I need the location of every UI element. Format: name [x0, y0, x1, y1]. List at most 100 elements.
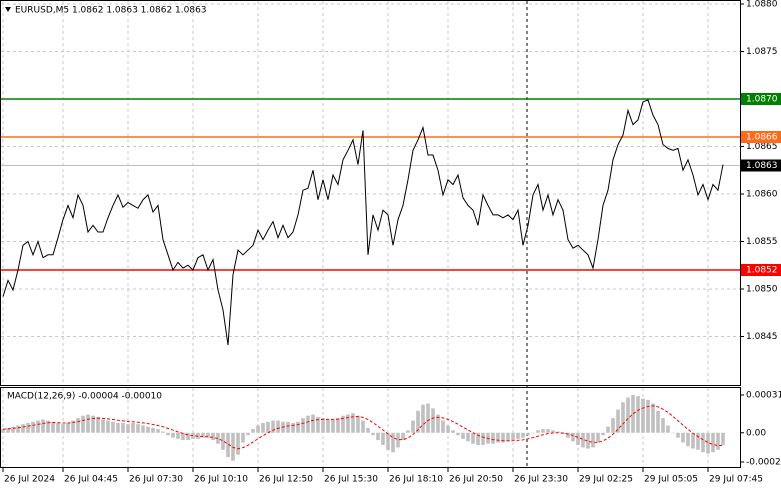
histogram-bar: [721, 432, 725, 445]
histogram-bar: [676, 432, 680, 438]
histogram-bar: [586, 432, 590, 449]
histogram-bar: [706, 432, 710, 454]
histogram-bar: [176, 432, 180, 439]
histogram-bar: [476, 432, 480, 445]
histogram-bar: [346, 414, 350, 433]
histogram-bar: [106, 420, 110, 433]
histogram-bar: [446, 425, 450, 433]
y-tick-label: 0.00: [746, 428, 766, 438]
histogram-bar: [681, 432, 685, 443]
histogram-bar: [246, 432, 250, 436]
histogram-bar: [716, 432, 720, 450]
histogram-bar: [166, 432, 170, 436]
histogram-bar: [181, 432, 185, 441]
histogram-bar: [126, 424, 130, 433]
histogram-bar: [566, 432, 570, 438]
histogram-bar: [96, 416, 100, 433]
histogram-bar: [271, 420, 275, 433]
histogram-bar: [336, 418, 340, 433]
histogram-bar: [116, 423, 120, 433]
histogram-bar: [411, 420, 415, 433]
x-tick-label: 26 Jul 10:10: [194, 475, 248, 485]
histogram-bar: [56, 423, 60, 433]
histogram-bar: [396, 432, 400, 448]
menu-arrow[interactable]: [5, 7, 11, 12]
histogram-bar: [601, 432, 605, 436]
histogram-bar: [1, 429, 5, 433]
histogram-bar: [626, 397, 630, 433]
y-tick-label: 1.0880: [746, 0, 778, 10]
price-level-box: [741, 264, 781, 276]
histogram-bar: [636, 396, 640, 433]
y-tick-label: 1.0855: [746, 237, 778, 247]
histogram-bar: [41, 419, 45, 433]
x-tick-label: 26 Jul 07:30: [129, 475, 183, 485]
histogram-bar: [521, 432, 525, 438]
histogram-bar: [431, 408, 435, 433]
x-tick-label: 26 Jul 2024: [4, 475, 55, 485]
histogram-bar: [581, 432, 585, 448]
x-tick-label: 29 Jul 02:25: [579, 475, 633, 485]
x-tick-label: 26 Jul 20:50: [449, 475, 503, 485]
histogram-bar: [421, 404, 425, 433]
histogram-bar: [321, 418, 325, 433]
histogram-bar: [171, 432, 175, 438]
histogram-bar: [501, 432, 505, 443]
chart-title: EURUSD,M5 1.0862 1.0863 1.0862 1.0863: [15, 6, 207, 16]
histogram-bar: [616, 409, 620, 433]
histogram-bar: [436, 414, 440, 433]
histogram-bar: [341, 415, 345, 433]
grid-layer: [1, 1, 740, 467]
histogram-bar: [511, 432, 515, 441]
histogram-bar: [111, 421, 115, 433]
histogram-bar: [71, 420, 75, 433]
histogram-bar: [531, 432, 535, 434]
histogram-bar: [516, 432, 520, 439]
price-level-box: [741, 159, 781, 172]
histogram-bar: [306, 415, 310, 433]
y-tick-label: 1.0865: [746, 142, 778, 152]
histogram-bar: [426, 403, 430, 433]
y-tick-label: 1.0850: [746, 285, 778, 295]
histogram-bar: [331, 419, 335, 433]
histogram-bar: [261, 423, 265, 433]
histogram-bar: [201, 432, 205, 438]
histogram-bar: [526, 432, 530, 436]
histogram-bar: [536, 430, 540, 433]
histogram-bar: [221, 432, 225, 450]
indicator-title: MACD(12,26,9) -0.00004 -0.00010: [7, 392, 162, 402]
histogram-bar: [596, 432, 600, 443]
histogram-bar: [151, 427, 155, 433]
histogram-bar: [481, 432, 485, 445]
histogram-bar: [31, 421, 35, 433]
histogram-bar: [236, 432, 240, 455]
histogram-bar: [701, 432, 705, 453]
histogram-bar: [326, 419, 330, 433]
histogram-bar: [631, 395, 635, 433]
signal-line: [2, 405, 724, 450]
histogram-bar: [161, 431, 165, 433]
histogram-bar: [691, 432, 695, 449]
price-level-label: 1.0863: [746, 161, 778, 171]
histogram-bar: [21, 424, 25, 433]
histogram-bar: [316, 416, 320, 433]
histogram-bar: [376, 432, 380, 441]
histogram-bar: [81, 415, 85, 433]
histogram-bar: [451, 430, 455, 433]
histogram-bar: [641, 398, 645, 433]
histogram-bar: [651, 403, 655, 433]
histogram-bar: [571, 432, 575, 442]
y-tick-label: 0.00031: [746, 391, 781, 401]
histogram-bar: [216, 432, 220, 444]
histogram-bar: [696, 432, 700, 450]
histogram-bar: [156, 429, 160, 433]
x-tick-label: 26 Jul 18:10: [389, 475, 443, 485]
y-tick-label: 1.0845: [746, 332, 778, 342]
histogram-bar: [286, 421, 290, 433]
histogram-bar: [491, 432, 495, 444]
histogram-bar: [496, 432, 500, 443]
histogram-bar: [361, 420, 365, 433]
